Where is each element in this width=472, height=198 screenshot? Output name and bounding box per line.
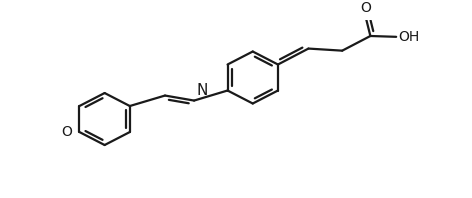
Text: N: N	[196, 84, 208, 98]
Text: OH: OH	[398, 30, 419, 44]
Text: O: O	[61, 125, 72, 139]
Text: O: O	[360, 1, 371, 15]
